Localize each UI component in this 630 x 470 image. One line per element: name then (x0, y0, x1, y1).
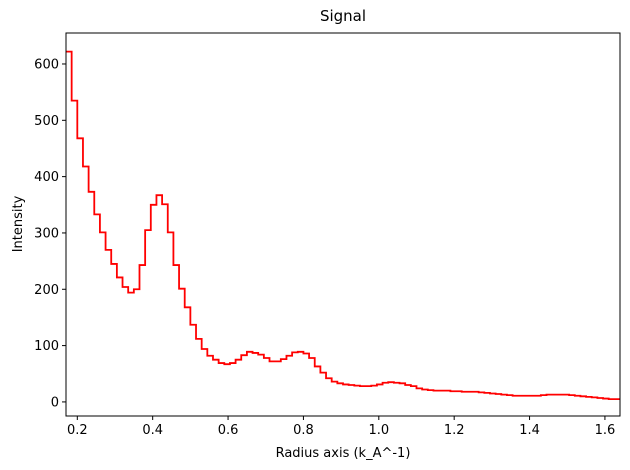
plot-area (65, 32, 621, 417)
x-tick-label: 0.6 (218, 423, 239, 438)
x-tick-label: 1.6 (595, 423, 616, 438)
x-tick-label: 0.8 (293, 423, 314, 438)
y-tick-label: 400 (34, 170, 59, 185)
plot-background (66, 33, 620, 416)
y-tick-label: 300 (34, 226, 59, 241)
y-tick-label: 500 (34, 114, 59, 129)
x-tick-label: 1.2 (444, 423, 465, 438)
x-tick-label: 1.0 (368, 423, 389, 438)
series-layer (66, 50, 620, 400)
x-tick-label: 1.4 (519, 423, 540, 438)
signal-series-line (66, 50, 620, 400)
y-axis-label: Intensity (11, 195, 26, 252)
chart-title: Signal (320, 7, 366, 25)
plot-frame (65, 32, 621, 417)
x-tick-label: 0.2 (67, 423, 88, 438)
y-tick-label: 100 (34, 339, 59, 354)
y-tick-label: 0 (51, 395, 59, 410)
x-tick-label: 0.4 (142, 423, 163, 438)
x-axis-label: Radius axis (k_A^-1) (276, 446, 411, 461)
x-axis-ticks: 0.2 0.4 0.6 0.8 1.0 1.2 1.4 1.6 (67, 416, 615, 438)
y-tick-label: 200 (34, 283, 59, 298)
y-axis-ticks: 0 100 200 300 400 500 600 (34, 57, 66, 410)
y-tick-label: 600 (34, 57, 59, 72)
